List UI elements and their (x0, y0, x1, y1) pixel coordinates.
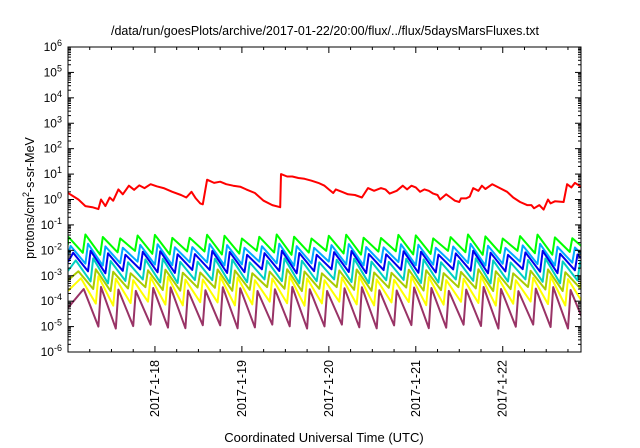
y-tick-label: 10-1 (41, 216, 62, 232)
series-line-3 (68, 249, 581, 275)
series-line-7 (68, 286, 581, 330)
y-tick-label-base: 10 (44, 40, 58, 54)
series-line-5 (68, 268, 581, 293)
y-tick-label: 101 (44, 165, 62, 181)
x-tick-label: 2017-1-19 (235, 360, 249, 417)
y-tick-label-exp: -3 (54, 267, 62, 277)
y-tick-label-exp: -2 (54, 241, 62, 251)
plot-area: 10-610-510-410-310-210-11001011021031041… (41, 38, 582, 417)
y-tick-label-exp: 6 (57, 38, 62, 48)
y-tick-label-base: 10 (44, 65, 58, 79)
y-tick-label-base: 10 (41, 243, 55, 257)
y-tick-label: 100 (44, 191, 62, 207)
y-tick-label-exp: 0 (57, 191, 62, 201)
series-line-0 (68, 173, 581, 211)
y-tick-label: 10-6 (41, 343, 62, 359)
y-tick-label: 103 (44, 114, 62, 130)
y-tick-label: 105 (44, 63, 62, 79)
y-tick-label-exp: -4 (54, 292, 62, 302)
y-axis-label: protons/cm2-s-sr-MeV (21, 136, 37, 258)
y-tick-label: 102 (44, 140, 62, 156)
y-axis-label-base: protons/cm (23, 197, 37, 259)
y-tick-label-base: 10 (44, 116, 58, 130)
y-axis-label-sup: 2 (21, 192, 31, 197)
y-tick-label-exp: -5 (54, 318, 62, 328)
y-tick-label-base: 10 (41, 320, 55, 334)
series-line-4 (68, 257, 581, 285)
x-tick-label: 2017-1-18 (148, 360, 162, 417)
y-tick-label-base: 10 (44, 193, 58, 207)
series-line-1 (68, 233, 581, 256)
y-axis-label-rest: -s-sr-MeV (23, 136, 37, 192)
y-tick-label: 10-2 (41, 241, 62, 257)
y-tick-label-base: 10 (41, 218, 55, 232)
y-tick-label-exp: 5 (57, 63, 62, 73)
x-tick-label: 2017-1-21 (409, 360, 423, 417)
x-tick-label: 2017-1-20 (322, 360, 336, 417)
series-line-6 (68, 275, 581, 307)
y-tick-label: 106 (44, 38, 62, 54)
y-tick-label-base: 10 (44, 167, 58, 181)
y-tick-label: 10-3 (41, 267, 62, 283)
y-tick-label-base: 10 (41, 345, 55, 359)
y-tick-label-base: 10 (44, 91, 58, 105)
y-tick-label: 104 (44, 89, 62, 105)
y-tick-label: 10-4 (41, 292, 62, 308)
y-tick-label: 10-5 (41, 318, 62, 334)
y-tick-label-exp: -6 (54, 343, 62, 353)
y-tick-label-exp: 2 (57, 140, 62, 150)
y-tick-label-exp: 1 (57, 165, 62, 175)
y-tick-label-base: 10 (41, 269, 55, 283)
y-tick-label-exp: -1 (54, 216, 62, 226)
plot-frame (67, 46, 582, 353)
y-tick-label-exp: 4 (57, 89, 62, 99)
series-group (68, 173, 581, 330)
series-line-2 (68, 242, 581, 267)
x-axis-label: Coordinated Universal Time (UTC) (224, 430, 423, 445)
y-tick-label-base: 10 (41, 294, 55, 308)
y-tick-label-base: 10 (44, 142, 58, 156)
chart-title: /data/run/goesPlots/archive/2017-01-22/2… (111, 24, 540, 38)
x-tick-label: 2017-1-22 (496, 360, 510, 417)
y-tick-label-exp: 3 (57, 114, 62, 124)
